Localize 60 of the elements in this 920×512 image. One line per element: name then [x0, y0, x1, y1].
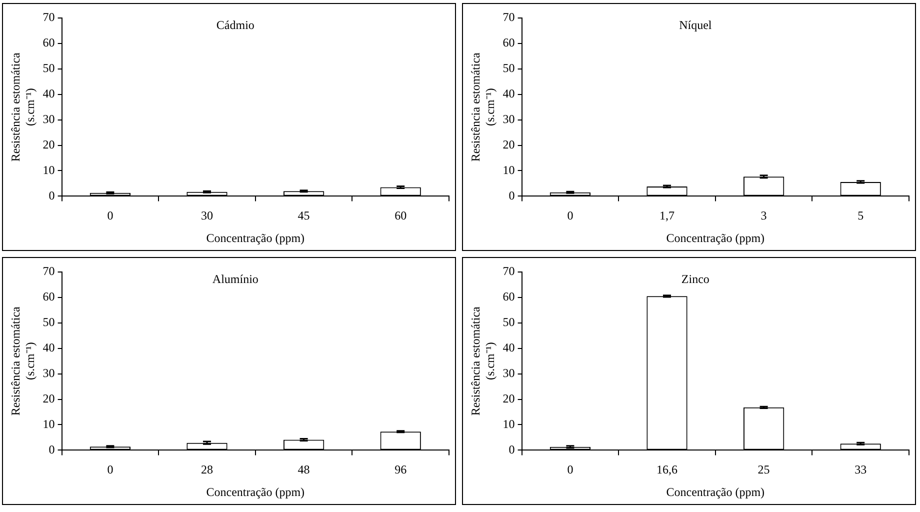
y-tick-label: 70 [42, 264, 55, 278]
y-tick-label: 70 [502, 10, 515, 24]
y-axis-title: Resistência estomática (s.cm⁻¹) [8, 52, 37, 162]
y-tick-label: 30 [42, 366, 55, 380]
x-tick-label: 5 [858, 208, 864, 223]
chart-title: Cádmio [216, 18, 254, 32]
y-tick-label: 60 [42, 36, 55, 50]
y-tick-label: 0 [508, 442, 515, 456]
y-tick-label: 10 [42, 162, 55, 177]
x-tick-label: 0 [107, 462, 114, 477]
y-tick-label: 20 [42, 391, 55, 406]
chart-title: Zinco [681, 272, 710, 286]
y-axis-title: Resistência estomática (s.cm⁻¹) [8, 306, 37, 416]
y-tick-label: 50 [502, 315, 515, 330]
x-tick-label: 0 [567, 462, 574, 477]
x-tick-label: 60 [394, 208, 407, 223]
chart-title: Alumínio [212, 272, 258, 286]
y-tick-label: 40 [502, 340, 515, 355]
y-tick-label: 60 [502, 290, 515, 304]
x-axis-title: Concentração (ppm) [206, 230, 305, 245]
chart-title: Níquel [679, 18, 712, 32]
y-tick-label: 30 [502, 366, 515, 380]
y-tick-label: 0 [48, 188, 55, 202]
y-tick-label: 50 [502, 61, 515, 76]
x-tick-label: 48 [298, 462, 310, 477]
y-tick-label: 60 [502, 36, 515, 50]
y-tick-label: 0 [48, 442, 55, 456]
y-tick-label: 30 [502, 112, 515, 126]
y-tick-label: 60 [42, 290, 55, 304]
y-tick-label: 40 [42, 86, 55, 101]
x-tick-label: 30 [201, 208, 213, 223]
x-tick-label: 25 [758, 462, 770, 477]
x-tick-label: 33 [854, 462, 867, 477]
y-tick-label: 10 [502, 162, 515, 177]
x-axis-title: Concentração (ppm) [666, 230, 765, 245]
y-axis-title: Resistência estomática (s.cm⁻¹) [468, 52, 497, 162]
y-tick-label: 20 [42, 137, 55, 152]
x-tick-label: 0 [107, 208, 114, 223]
y-tick-label: 20 [502, 391, 515, 406]
y-tick-label: 0 [508, 188, 515, 202]
y-axis-title: Resistência estomática (s.cm⁻¹) [468, 306, 497, 416]
y-tick-label: 50 [42, 61, 55, 76]
y-tick-label: 40 [42, 340, 55, 355]
x-tick-label: 28 [201, 462, 213, 477]
x-tick-label: 96 [394, 462, 407, 477]
y-tick-label: 20 [502, 137, 515, 152]
y-tick-label: 40 [502, 86, 515, 101]
y-tick-label: 70 [42, 10, 55, 24]
y-tick-label: 70 [502, 264, 515, 278]
x-axis-title: Concentração (ppm) [206, 484, 305, 499]
y-tick-label: 50 [42, 315, 55, 330]
x-tick-label: 45 [298, 208, 310, 223]
x-tick-label: 16,6 [656, 462, 678, 477]
y-tick-label: 30 [42, 112, 55, 126]
y-tick-label: 10 [42, 416, 55, 431]
x-tick-label: 1,7 [660, 208, 674, 223]
y-tick-label: 10 [502, 416, 515, 431]
x-axis-title: Concentração (ppm) [666, 484, 765, 499]
x-tick-label: 0 [567, 208, 574, 223]
x-tick-label: 3 [760, 208, 767, 223]
